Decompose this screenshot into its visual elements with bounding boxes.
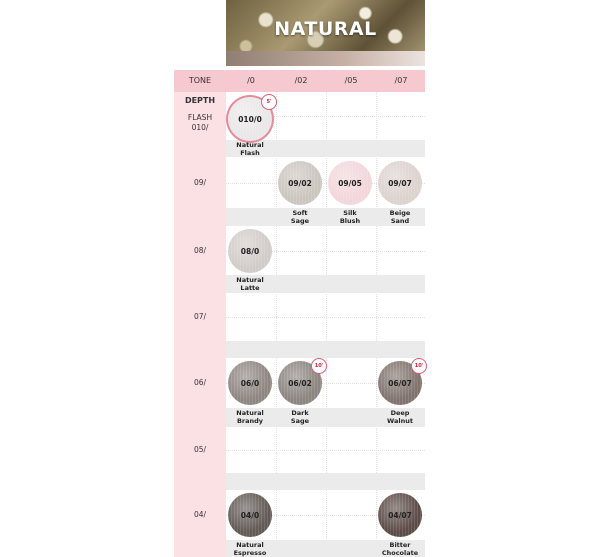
depth-column: [174, 92, 226, 557]
shade-name: Bitter Chocolate: [381, 541, 419, 557]
depth-row-label: 05/: [193, 445, 207, 454]
grid-divider: [226, 251, 425, 252]
shade-swatch[interactable]: 04/07: [378, 493, 422, 537]
shade-swatch[interactable]: 08/0: [228, 229, 272, 273]
shade-code: 06/07: [388, 378, 412, 388]
tone-label: TONE: [188, 76, 212, 85]
timer-badge-icon: 10': [411, 358, 427, 374]
name-band: [226, 341, 425, 358]
depth-row-label: 04/: [193, 510, 207, 519]
shade-swatch[interactable]: 09/07: [378, 161, 422, 205]
shade-name: Deep Walnut: [387, 409, 413, 425]
name-band: [226, 473, 425, 490]
shade-name: Natural Espresso: [233, 541, 267, 557]
banner-title: NATURAL: [274, 18, 377, 40]
shade-code: 06/02: [288, 378, 312, 388]
name-band: [226, 275, 425, 293]
shade-code: 04/0: [240, 510, 260, 520]
tone-02: /02: [294, 76, 308, 85]
name-band: [226, 408, 425, 427]
grid-divider: [376, 92, 377, 557]
shade-name: Dark Sage: [290, 409, 310, 425]
timer-badge-icon: 5': [261, 94, 277, 110]
depth-row-label: 09/: [193, 178, 207, 187]
shade-name: Soft Sage: [290, 209, 310, 225]
banner-gradient-bar: [226, 51, 425, 66]
shade-name: Natural Latte: [236, 276, 264, 292]
grid-divider: [226, 116, 425, 117]
shade-swatch[interactable]: 09/05: [328, 161, 372, 205]
grid-divider: [226, 450, 425, 451]
depth-row-label: 06/: [193, 378, 207, 387]
depth-row-label: 08/: [193, 246, 207, 255]
shade-name: Natural Brandy: [236, 409, 264, 425]
shade-code: 010/0: [238, 114, 262, 124]
name-band: [226, 140, 425, 157]
shade-swatch[interactable]: 04/0: [228, 493, 272, 537]
depth-row-label: 07/: [193, 312, 207, 321]
grid-divider: [226, 515, 425, 516]
tone-0: /0: [247, 76, 255, 85]
shade-code: 08/0: [240, 246, 260, 256]
grid-divider: [226, 183, 425, 184]
shade-code: 09/07: [388, 178, 412, 188]
shade-code: 04/07: [388, 510, 412, 520]
shade-swatch[interactable]: 06/0: [228, 361, 272, 405]
tone-header: TONE /0 /02 /05 /07: [174, 70, 425, 92]
shade-name: Natural Flash: [236, 141, 264, 157]
grid-divider: [226, 383, 425, 384]
grid-divider: [276, 92, 277, 557]
grid-divider: [226, 317, 425, 318]
shade-code: 06/0: [240, 378, 260, 388]
timer-badge-icon: 10': [311, 358, 327, 374]
shade-code: 09/05: [338, 178, 362, 188]
tone-07: /07: [394, 76, 408, 85]
depth-label: DEPTH: [184, 96, 216, 105]
name-band: [226, 540, 425, 557]
depth-row-label: FLASH 010/: [187, 113, 213, 132]
shade-swatch[interactable]: 09/02: [278, 161, 322, 205]
natural-banner: NATURAL: [226, 0, 425, 66]
grid-divider: [326, 92, 327, 557]
shade-name: Beige Sand: [389, 209, 411, 225]
name-band: [226, 208, 425, 226]
shade-code: 09/02: [288, 178, 312, 188]
shade-name: Silk Blush: [339, 209, 361, 225]
tone-05: /05: [344, 76, 358, 85]
